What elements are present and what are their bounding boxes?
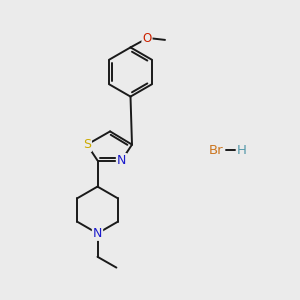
Text: O: O (142, 32, 152, 45)
Text: N: N (117, 154, 126, 167)
Text: H: H (237, 143, 246, 157)
Text: N: N (93, 227, 102, 240)
Text: Br: Br (209, 143, 223, 157)
Text: S: S (83, 138, 91, 151)
